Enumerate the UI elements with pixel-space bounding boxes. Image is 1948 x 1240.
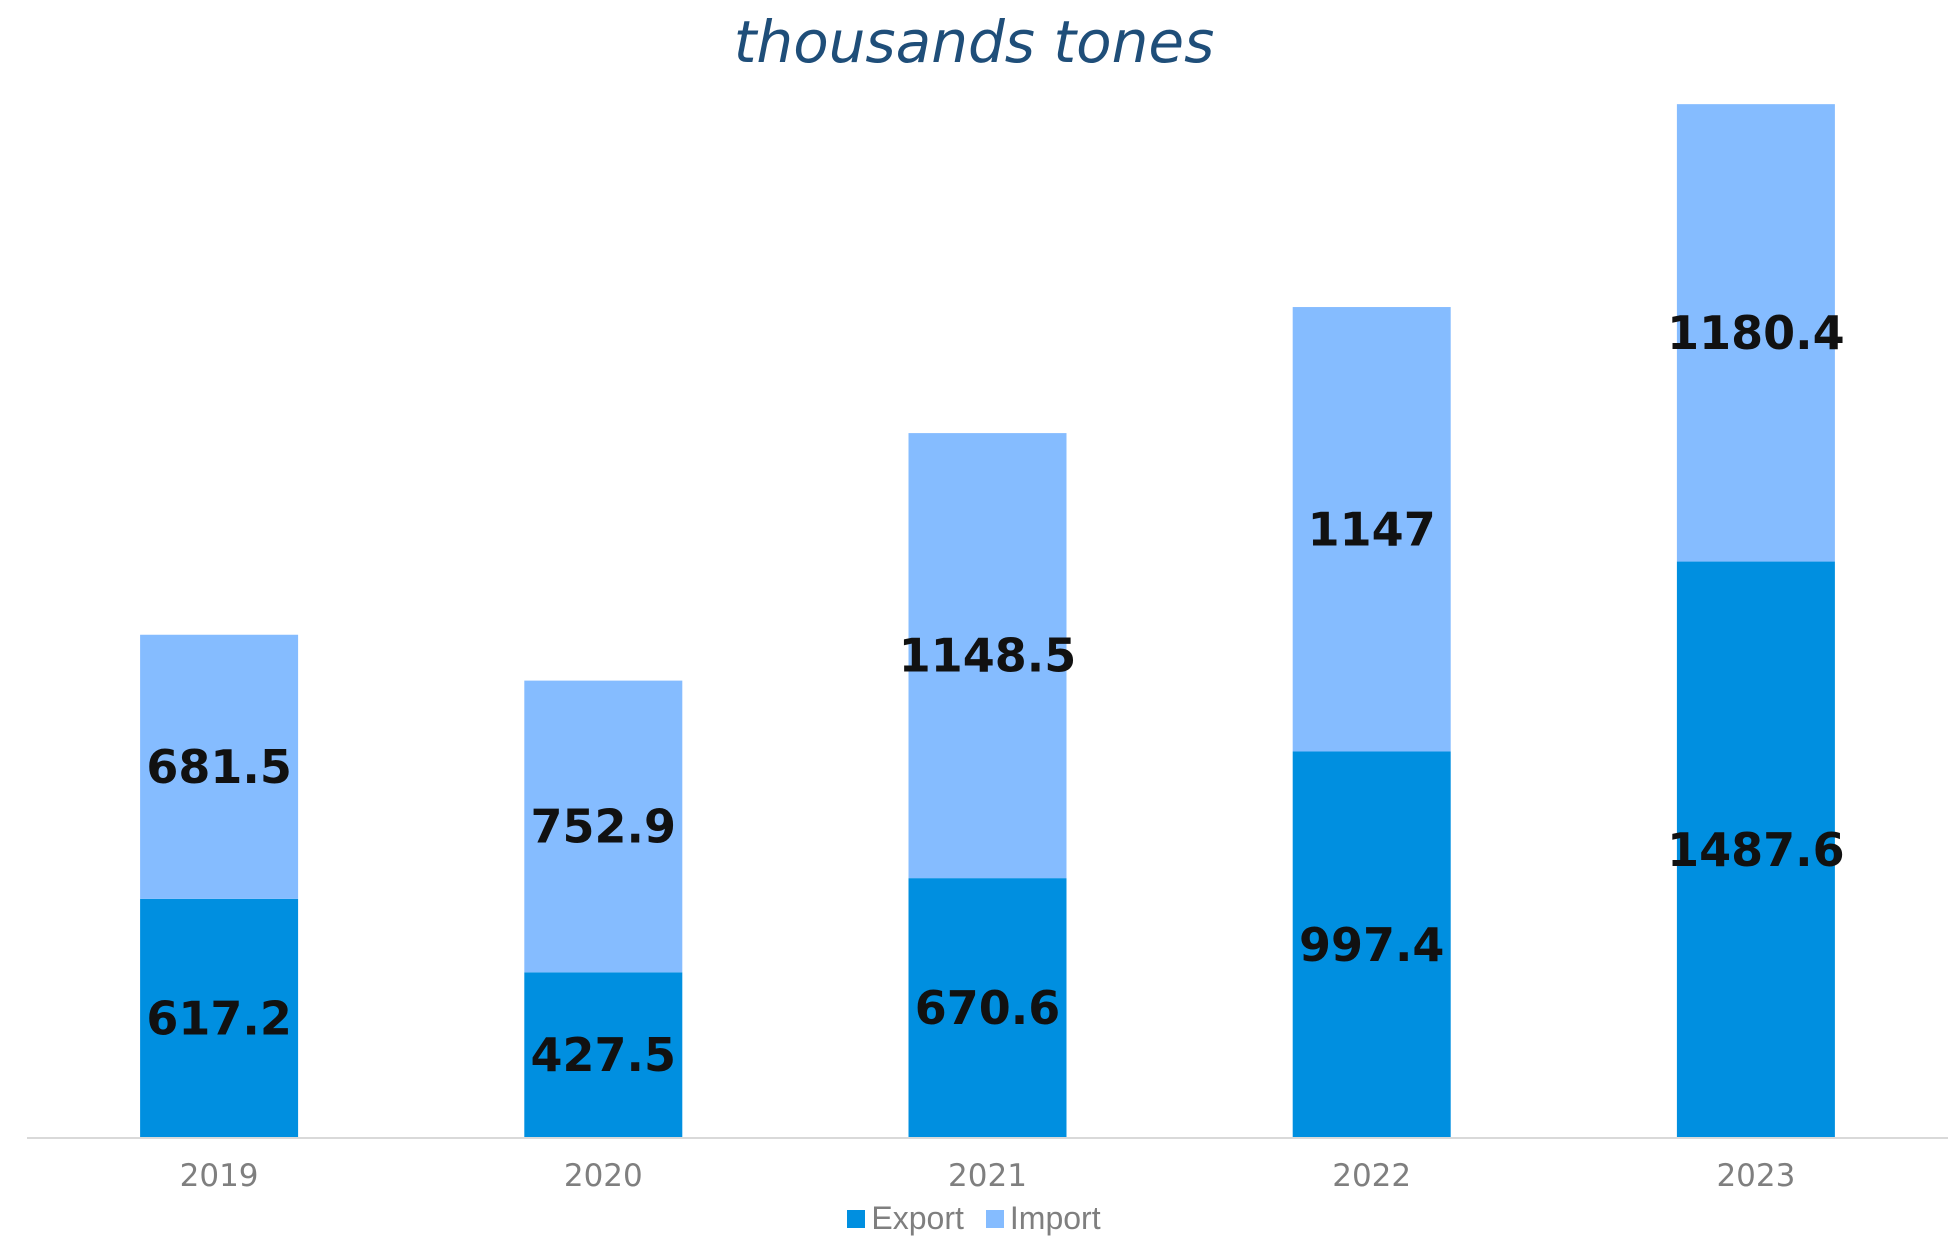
data-label-import-2020: 752.9 (531, 799, 677, 853)
x-tick-label-2021: 2021 (948, 1158, 1027, 1194)
data-label-import-2022: 1147 (1308, 502, 1436, 556)
x-tick-label-2022: 2022 (1332, 1158, 1411, 1194)
data-label-import-2021: 1148.5 (899, 629, 1077, 683)
bar-export-2021 (908, 878, 1067, 1138)
bar-import-2022 (1292, 307, 1451, 752)
x-tick-label-2023: 2023 (1716, 1158, 1795, 1194)
bar-import-2021 (908, 433, 1067, 879)
data-label-export-2019: 617.2 (146, 991, 292, 1045)
legend-swatch-export (847, 1209, 866, 1228)
data-label-import-2023: 1180.4 (1667, 306, 1845, 360)
bar-import-2019 (140, 634, 299, 899)
legend-swatch-import (985, 1209, 1004, 1228)
bar-export-2020 (524, 972, 683, 1138)
legend-item-import: Import (985, 1200, 1101, 1237)
data-label-export-2021: 670.6 (915, 981, 1061, 1035)
bar-export-2019 (140, 898, 299, 1138)
bar-export-2023 (1676, 561, 1835, 1138)
legend: Export Import (0, 1200, 1948, 1237)
x-tick-label-2019: 2019 (180, 1158, 259, 1194)
data-label-export-2022: 997.4 (1299, 918, 1445, 972)
data-label-import-2019: 681.5 (146, 740, 292, 794)
legend-label-export: Export (871, 1200, 964, 1236)
bar-import-2020 (524, 680, 683, 973)
data-label-export-2023: 1487.6 (1667, 823, 1845, 877)
legend-item-export: Export (847, 1200, 964, 1237)
bar-export-2022 (1292, 751, 1451, 1138)
bar-import-2023 (1676, 104, 1835, 562)
legend-label-import: Import (1009, 1200, 1101, 1236)
chart-title: thousands tones (733, 8, 1215, 76)
data-label-export-2020: 427.5 (531, 1028, 677, 1082)
x-tick-label-2020: 2020 (564, 1158, 643, 1194)
